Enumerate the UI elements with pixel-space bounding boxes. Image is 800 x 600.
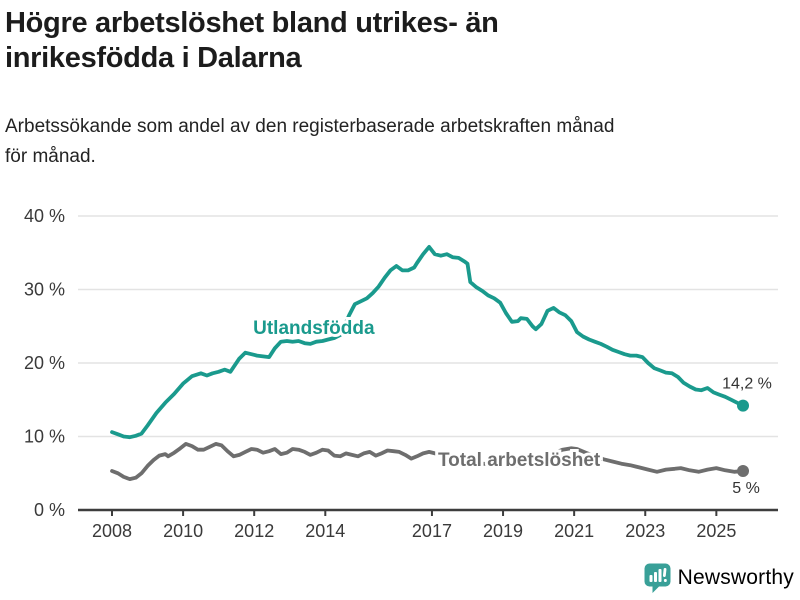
y-tick-label: 20 % (24, 353, 65, 373)
x-tick-label: 2025 (696, 521, 736, 541)
y-tick-label: 10 % (24, 427, 65, 447)
x-tick-label: 2008 (92, 521, 132, 541)
newsworthy-icon (644, 563, 671, 593)
title-line-1: Högre arbetslöshet bland utrikes- än (5, 7, 499, 39)
x-tick-label: 2023 (625, 521, 665, 541)
y-tick-label: 40 % (24, 206, 65, 226)
chart-subtitle: Arbetssökande som andel av den registerb… (5, 112, 614, 172)
series-end-value-label: 5 % (732, 480, 760, 497)
series-line (110, 244, 745, 440)
x-tick-label: 2014 (305, 521, 345, 541)
newsworthy-logo: Newsworthy (644, 563, 794, 593)
y-tick-label: 0 % (34, 500, 65, 520)
series-end-dot (737, 399, 750, 412)
title-line-2: inrikesfödda i Dalarna (5, 42, 302, 74)
series-label: Utlandsfödda (253, 318, 375, 339)
x-tick-label: 2017 (412, 521, 452, 541)
page-title: Högre arbetslöshet bland utrikes- än inr… (5, 6, 499, 76)
series-line (110, 441, 745, 482)
x-tick-label: 2010 (163, 521, 203, 541)
x-tick-label: 2019 (483, 521, 523, 541)
series-end-value-label: 14,2 % (722, 376, 772, 393)
x-tick-label: 2021 (554, 521, 594, 541)
series-end-dot (737, 465, 750, 478)
y-tick-label: 30 % (24, 280, 65, 300)
x-tick-label: 2012 (234, 521, 274, 541)
subtitle-line-2: för månad. (5, 146, 96, 167)
subtitle-line-1: Arbetssökande som andel av den registerb… (5, 116, 615, 137)
series-label: Total arbetslöshet (438, 450, 601, 471)
newsworthy-wordmark: Newsworthy (677, 566, 794, 589)
